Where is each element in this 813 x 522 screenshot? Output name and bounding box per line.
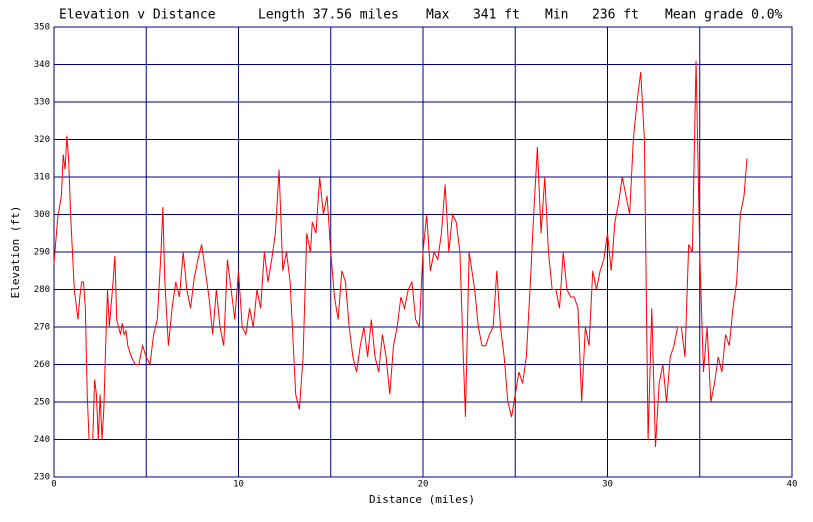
y-tick-label: 240	[34, 435, 50, 445]
elevation-line	[53, 60, 748, 448]
y-tick-label: 350	[34, 23, 50, 33]
x-tick-label: 10	[233, 480, 244, 490]
y-tick-label: 290	[34, 248, 50, 258]
x-tick-label: 40	[787, 480, 798, 490]
y-tick-label: 300	[34, 210, 50, 220]
y-tick-label: 260	[34, 360, 50, 370]
stat-grade: Mean grade 0.0%	[665, 8, 783, 23]
y-tick-label: 330	[34, 98, 50, 108]
y-tick-label: 310	[34, 173, 50, 183]
y-tick-label: 250	[34, 398, 50, 408]
stat-max: Max 341 ft	[426, 8, 520, 23]
y-axis-label: Elevation (ft)	[9, 206, 22, 299]
stat-length: Length 37.56 miles	[258, 8, 399, 23]
x-tick-label: 30	[602, 480, 613, 490]
y-tick-label: 280	[34, 285, 50, 295]
y-tick-label: 320	[34, 135, 50, 145]
x-tick-label: 20	[418, 480, 429, 490]
y-tick-label: 270	[34, 323, 50, 333]
plot-frame	[53, 26, 793, 478]
y-tick-label: 230	[34, 473, 50, 483]
chart-title: Elevation v Distance	[59, 8, 216, 23]
x-tick-label: 0	[51, 480, 56, 490]
y-tick-label: 340	[34, 60, 50, 70]
x-axis-label: Distance (miles)	[369, 493, 475, 506]
stat-min: Min 236 ft	[545, 8, 639, 23]
